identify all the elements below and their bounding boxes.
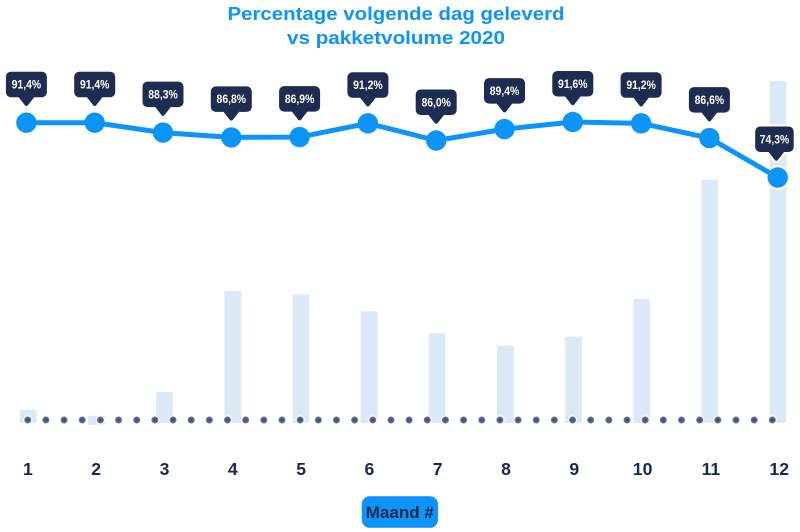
svg-text:88,3%: 88,3% bbox=[148, 87, 178, 101]
svg-text:91,4%: 91,4% bbox=[80, 78, 110, 92]
svg-text:vs pakketvolume 2020: vs pakketvolume 2020 bbox=[287, 27, 505, 48]
svg-text:11: 11 bbox=[702, 459, 721, 479]
svg-text:4: 4 bbox=[228, 459, 238, 479]
svg-text:91,6%: 91,6% bbox=[558, 77, 588, 91]
svg-text:91,2%: 91,2% bbox=[353, 78, 383, 92]
svg-text:1: 1 bbox=[23, 459, 33, 479]
svg-text:2: 2 bbox=[91, 459, 101, 479]
svg-text:7: 7 bbox=[433, 459, 443, 479]
svg-text:12: 12 bbox=[769, 459, 789, 479]
svg-text:74,3%: 74,3% bbox=[760, 132, 790, 146]
svg-text:Maand #: Maand # bbox=[366, 503, 435, 522]
svg-text:86,6%: 86,6% bbox=[695, 93, 725, 107]
svg-text:91,4%: 91,4% bbox=[12, 78, 42, 92]
svg-text:91,2%: 91,2% bbox=[626, 78, 656, 92]
svg-text:86,0%: 86,0% bbox=[421, 95, 451, 109]
svg-text:6: 6 bbox=[365, 459, 375, 479]
svg-text:86,9%: 86,9% bbox=[285, 92, 315, 106]
svg-text:5: 5 bbox=[296, 459, 306, 479]
svg-text:8: 8 bbox=[501, 459, 511, 479]
svg-text:Percentage volgende dag geleve: Percentage volgende dag geleverd bbox=[228, 3, 565, 24]
svg-text:3: 3 bbox=[160, 459, 170, 479]
svg-text:86,8%: 86,8% bbox=[217, 92, 247, 106]
svg-text:89,4%: 89,4% bbox=[490, 84, 520, 98]
svg-text:9: 9 bbox=[569, 459, 579, 479]
svg-text:10: 10 bbox=[633, 459, 653, 479]
